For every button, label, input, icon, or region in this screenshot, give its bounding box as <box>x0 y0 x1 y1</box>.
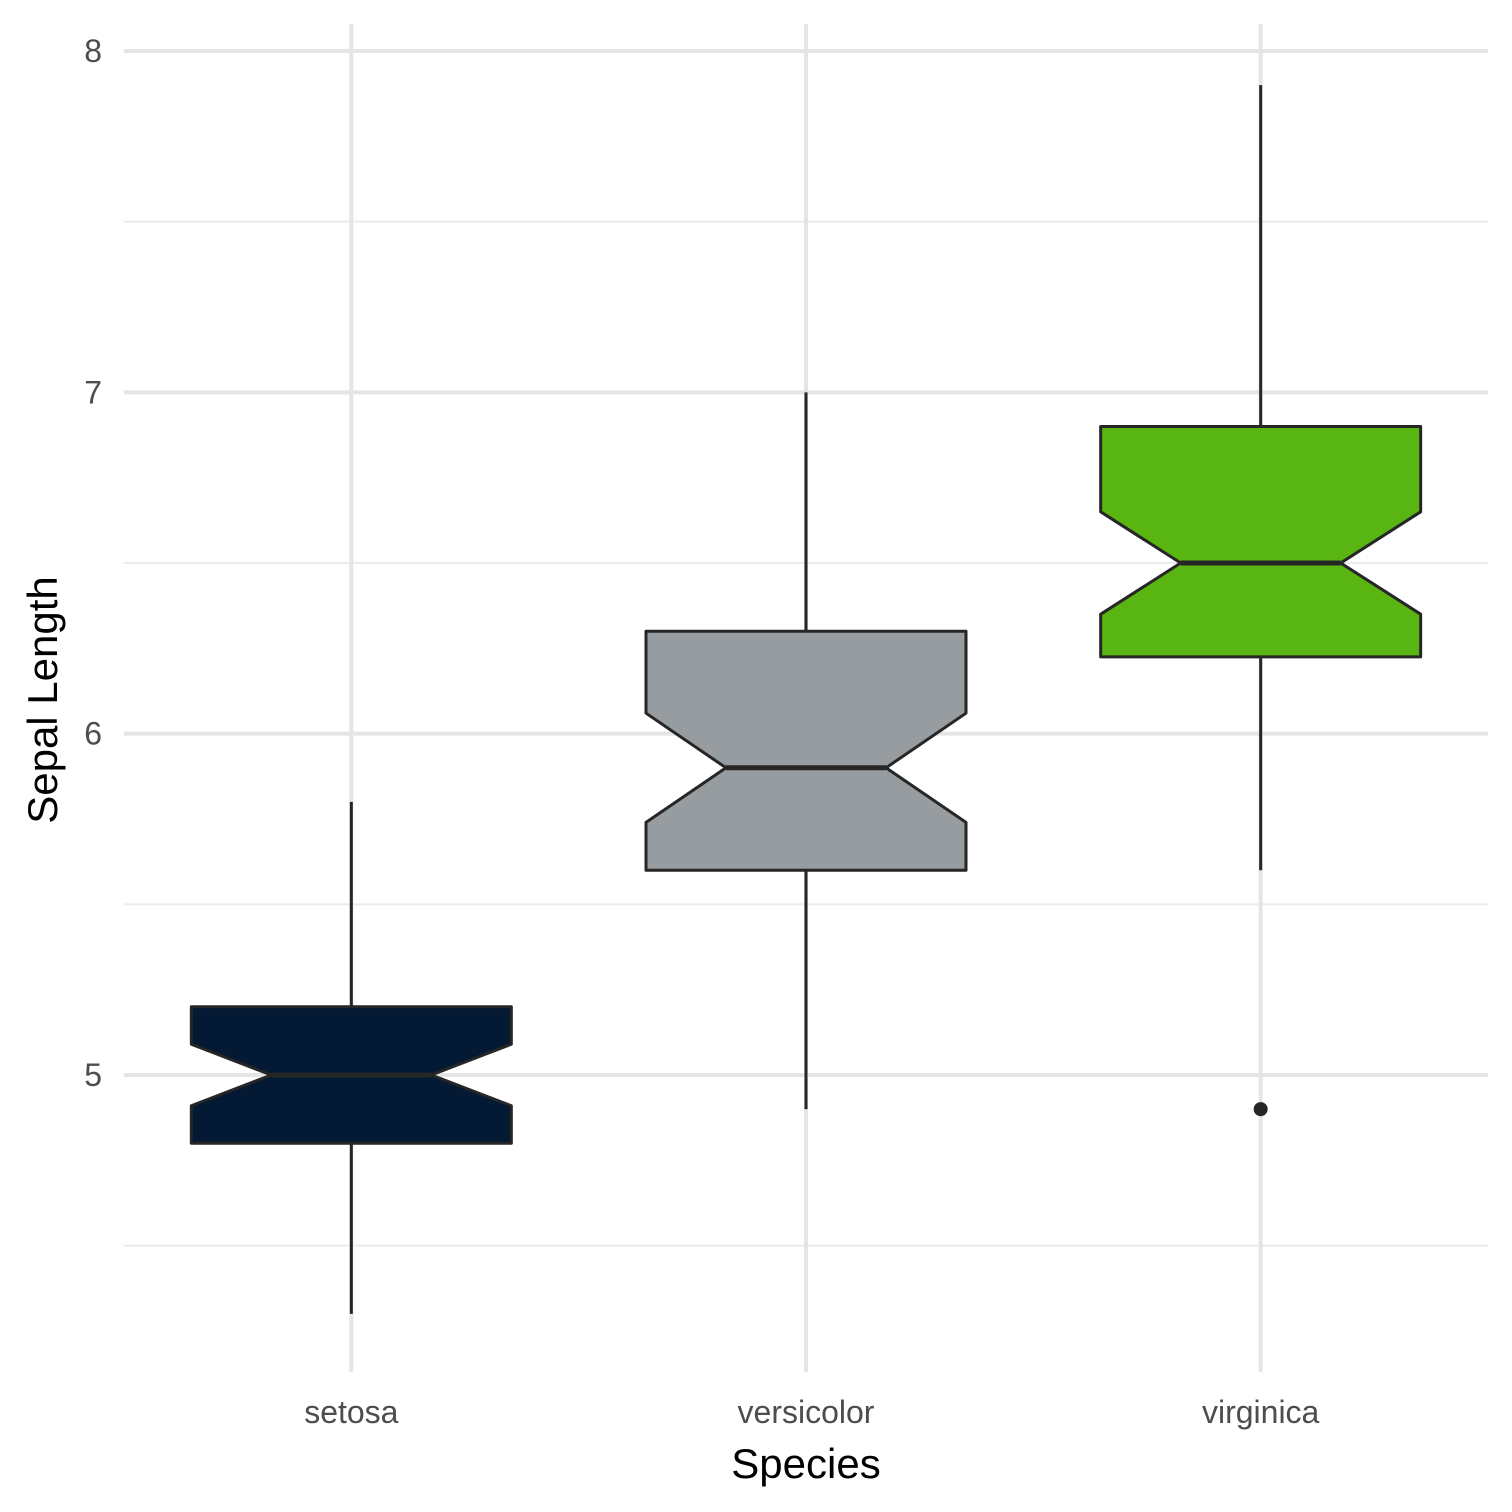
box-virginica <box>1099 85 1423 1117</box>
axis-labels: 5 6 7 8 setosa versicolor virginica <box>84 33 1319 1430</box>
x-axis-title: Species <box>731 1440 880 1487</box>
x-tick-label: virginica <box>1202 1394 1320 1430</box>
y-tick-label: 6 <box>84 716 102 752</box>
box-series <box>189 85 1423 1314</box>
x-tick-label: setosa <box>304 1394 398 1430</box>
outlier-point <box>1253 1102 1268 1117</box>
box-setosa <box>189 801 513 1314</box>
notched-box <box>644 629 968 872</box>
box-versicolor <box>644 392 968 1110</box>
y-tick-label: 8 <box>84 33 102 69</box>
y-axis-title: Sepal Length <box>19 576 66 824</box>
x-tick-label: versicolor <box>738 1394 875 1430</box>
notched-box <box>1099 424 1423 659</box>
y-tick-label: 5 <box>84 1057 102 1093</box>
y-tick-label: 7 <box>84 374 102 410</box>
